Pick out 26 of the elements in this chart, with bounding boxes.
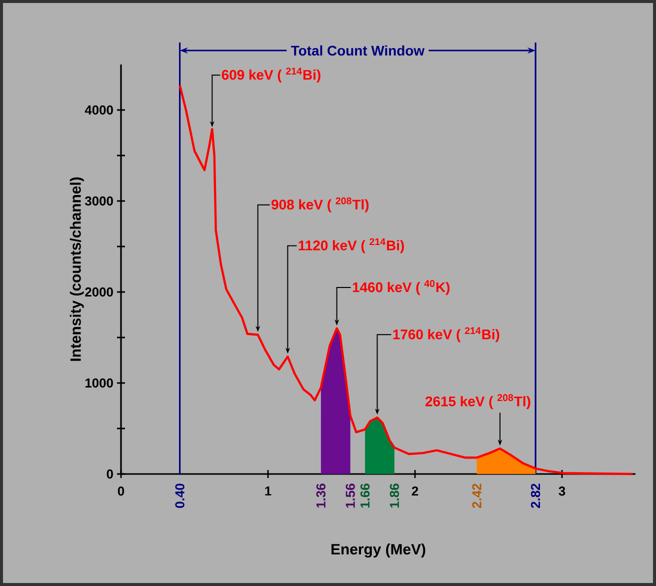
x-tick-label: 3 [558,486,566,496]
annotation: 1.36 [316,484,326,508]
x-axis-title: Energy (MeV) [332,544,426,558]
x-tick-label: 2 [412,486,418,496]
y-axis-title: Intensity (counts/channel) [70,177,84,361]
line-series [178,84,634,476]
y-tick-label: 3000 [84,196,113,206]
annotation: 1.66 [360,484,370,508]
annotation: 1120 keV ( $^{214}$Bi) [298,238,404,254]
annotation: 908 keV ( $^{208}$Tl) [272,197,369,212]
y-tick-label: 0 [106,469,113,479]
y-tick-label: 4000 [84,105,113,115]
annotation: 1.86 [390,484,400,508]
y-tick-label: 2000 [85,287,113,297]
annotation: 1460 keV ( $^{40}$K) [352,280,450,295]
annotation: 2615 keV ( $^{208}$Tl) [425,394,530,410]
annotation: 1.56 [346,484,355,508]
ref-line-label: 0.40 [175,484,184,508]
text: Total Count Window [291,45,425,56]
annotation: 2.42 [472,484,482,508]
annotation: 609 keV ( $^{214}$Bi) [222,68,320,83]
y-tick-label: 1000 [85,378,113,388]
annotation: 1760 keV ( $^{214}$Bi) [393,327,500,342]
x-tick-label: 0 [118,486,124,496]
ref-line-label: 2.82 [530,484,540,508]
x-tick-label: 1 [265,486,272,496]
